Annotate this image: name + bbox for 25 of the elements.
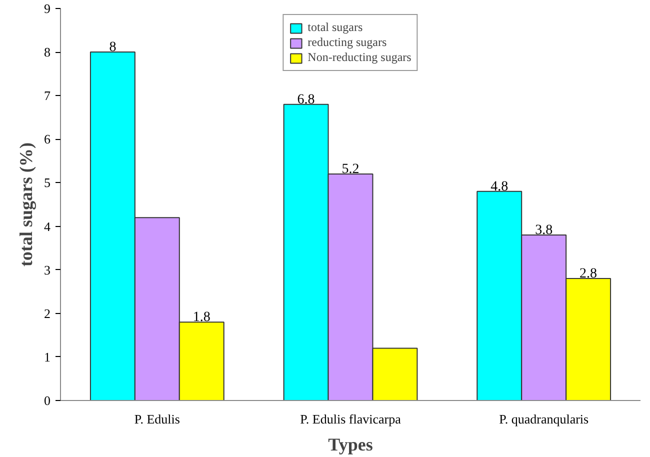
y-axis-title: total sugars (%): [16, 142, 36, 266]
legend-label: Non-reducting sugars: [308, 50, 412, 65]
data-label: 4.8: [490, 179, 508, 194]
x-tick-label: P. Edulis: [134, 412, 180, 426]
data-label: 2.8: [580, 266, 598, 282]
y-tick-label: 7: [44, 88, 51, 104]
y-tick-label: 6: [44, 132, 51, 147]
y-tick-label: 3: [44, 262, 50, 278]
data-label: 6.8: [297, 92, 315, 108]
data-label: 1.8: [192, 310, 210, 326]
x-tick-label: P. quadranqularis: [499, 412, 589, 426]
y-tick-label: 4: [44, 218, 51, 234]
y-tick-label: 9: [44, 1, 50, 16]
y-tick-label: 0: [44, 393, 50, 408]
y-tick-label: 2: [44, 306, 50, 321]
legend-label: total sugars: [308, 20, 363, 35]
data-label: 8: [109, 40, 116, 56]
legend-label: reducting sugars: [308, 35, 387, 50]
data-label: 5.2: [342, 162, 360, 178]
x-tick-label: P. Edulis flavicarpa: [300, 412, 402, 426]
y-tick-label: 5: [44, 175, 50, 190]
data-label: 3.8: [535, 222, 553, 238]
x-axis-title: Types: [328, 434, 373, 454]
y-tick-label: 1: [44, 349, 50, 364]
y-tick-label: 8: [44, 44, 50, 60]
